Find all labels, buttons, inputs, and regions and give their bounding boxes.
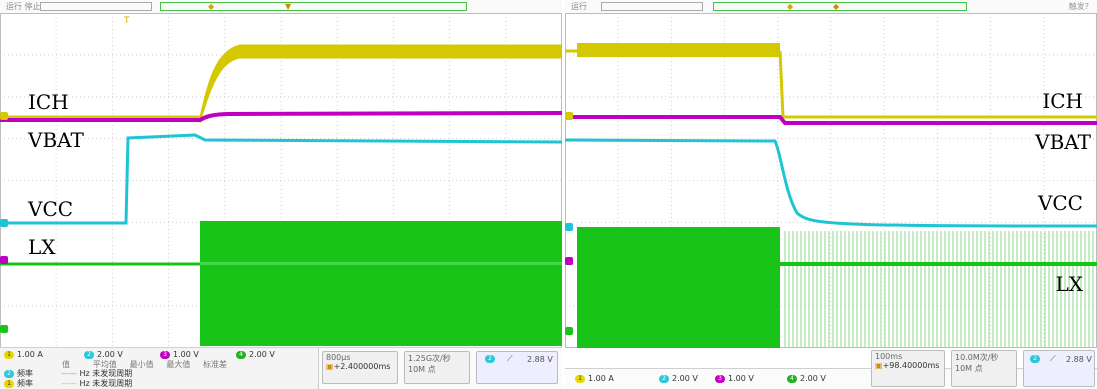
trigger-source-icon: 2 [485, 355, 495, 363]
vbat-label: VBAT [28, 128, 84, 152]
lx-spikes [784, 231, 1094, 348]
ch2-ground-marker [0, 219, 8, 227]
ch2-scale[interactable]: 2 2.00 V [659, 374, 698, 384]
waveform-area[interactable]: T [0, 13, 562, 348]
waveform-area[interactable] [565, 13, 1097, 348]
memory-depth: 10M 点 [408, 365, 436, 374]
ch3-icon: 3 [160, 350, 170, 359]
meas-header: 值 平均值 最小值 最大值 标准差 [62, 360, 228, 369]
vbat-label: VBAT [1035, 130, 1091, 154]
ch4-icon: 4 [787, 374, 797, 383]
vcc-trace [0, 133, 562, 225]
acquisition-box[interactable]: 1.25G次/秒 10M 点 [404, 351, 470, 384]
trigger-box[interactable]: 2 ⟋ 2.88 V [1023, 350, 1095, 387]
ch1-icon: 1 [4, 350, 14, 359]
memory-depth: 10M 点 [955, 364, 983, 373]
lx-switching-block [200, 221, 562, 346]
trigger-box[interactable]: 2 ⟋ 2.88 V [476, 351, 558, 384]
ch3-scale[interactable]: 3 1.00 V [160, 350, 199, 360]
scope-screenshot-right: 运行 ◆ ◆ 触发? ICH VBAT VCC LX 1 1.00 A 2 2.00… [565, 0, 1097, 389]
run-status: 运行 [571, 2, 587, 11]
vbat-trace [0, 111, 562, 122]
ich-high-band [577, 43, 780, 57]
lx-label: LX [28, 235, 56, 259]
meas-row[interactable]: 2 频率 —— Hz 未发现周期 [4, 369, 132, 379]
ch4-ground-marker [565, 327, 573, 335]
ch4-ground-marker [0, 325, 8, 333]
trigger-level: 2.88 V [527, 355, 553, 364]
trigger-marker-icon: ◆ [833, 2, 840, 11]
meas-ch2-icon: 2 [4, 369, 14, 378]
timebase-value: 800μs [326, 353, 351, 362]
ich-label: ICH [28, 90, 69, 114]
ch2-icon: 2 [659, 374, 669, 383]
lx-baseline [780, 262, 1097, 266]
lx-label: LX [1055, 272, 1083, 296]
timebase-box[interactable]: 800μs ▣+2.400000ms [322, 351, 398, 384]
ch1-scale[interactable]: 1 1.00 A [575, 374, 614, 384]
delay-value: +98.40000ms [882, 361, 940, 370]
bottom-info-bar: 1 1.00 A 2 2.00 V 3 1.00 V 4 2.00 V 值 平均值 最小… [0, 347, 562, 389]
vcc-trace [565, 138, 1097, 228]
trigger-source-icon: 2 [1030, 355, 1040, 363]
view-window[interactable] [713, 2, 967, 11]
ch4-scale[interactable]: 4 2.00 V [236, 350, 275, 360]
ch1-scale[interactable]: 1 1.00 A [4, 350, 43, 360]
ch3-icon: 3 [715, 374, 725, 383]
delay-icon: ▣ [326, 362, 334, 371]
memory-overview [601, 2, 703, 11]
delay-icon: ▣ [875, 361, 883, 370]
lx-switching-block [577, 227, 780, 348]
timebase-box[interactable]: 100ms ▣+98.40000ms [871, 350, 945, 387]
ch3-scale[interactable]: 3 1.00 V [715, 374, 754, 384]
ich-label: ICH [1042, 89, 1083, 113]
trigger-edge-icon: ⟋ [1050, 354, 1056, 363]
vbat-trace [565, 115, 1097, 125]
sample-rate: 1.25G次/秒 [408, 354, 451, 363]
memory-overview [40, 2, 152, 11]
trigger-edge-icon: ⟋ [507, 354, 513, 363]
ch2-ground-marker [565, 223, 573, 231]
ch2-icon: 2 [84, 350, 94, 359]
trigger-marker-icon: ▼ [285, 2, 292, 11]
top-status-bar: 运行 ◆ ◆ 触发? [565, 0, 1097, 14]
ich-trace [565, 49, 1097, 119]
ch2-scale[interactable]: 2 2.00 V [84, 350, 123, 360]
ch4-scale[interactable]: 4 2.00 V [787, 374, 826, 384]
bottom-info-bar: 1 1.00 A 2 2.00 V 3 1.00 V 4 2.00 V [565, 368, 1097, 389]
ch1-ground-marker [565, 112, 573, 120]
view-window[interactable] [160, 2, 467, 11]
timebase-value: 100ms [875, 352, 903, 361]
trigger-status: 触发? [1068, 2, 1089, 11]
trigger-marker-icon: T [123, 16, 130, 26]
delay-value: +2.400000ms [333, 362, 391, 371]
ch4-icon: 4 [236, 350, 246, 359]
top-status-bar: 运行 停止 ◆ ▼ [0, 0, 562, 14]
vcc-label: VCC [1037, 191, 1083, 215]
sample-rate: 10.0M次/秒 [955, 353, 999, 362]
acquisition-box[interactable]: 10.0M次/秒 10M 点 [951, 350, 1017, 387]
ch1-ground-marker [0, 112, 8, 120]
lx-baseline [200, 262, 562, 265]
measurement-panel: 1 1.00 A 2 2.00 V 3 1.00 V 4 2.00 V 值 平均值 最小… [0, 348, 319, 389]
vcc-label: VCC [28, 197, 74, 221]
ch1-icon: 1 [575, 374, 585, 383]
trigger-position-icon: ◆ [208, 2, 215, 11]
meas-ch1-icon: 1 [4, 379, 14, 388]
ch3-ground-marker [0, 256, 8, 264]
run-status: 运行 停止 [6, 2, 41, 11]
ich-trace [199, 44, 562, 124]
trigger-level: 2.88 V [1066, 355, 1092, 364]
meas-row[interactable]: 1 频率 —— Hz 未发现周期 [4, 379, 132, 389]
scope-screenshot-left: 运行 停止 ◆ ▼ T ICH VBAT VCC LX 1 1.00 A 2 2.0… [0, 0, 562, 389]
ch3-ground-marker [565, 257, 573, 265]
trigger-position-icon: ◆ [787, 2, 794, 11]
